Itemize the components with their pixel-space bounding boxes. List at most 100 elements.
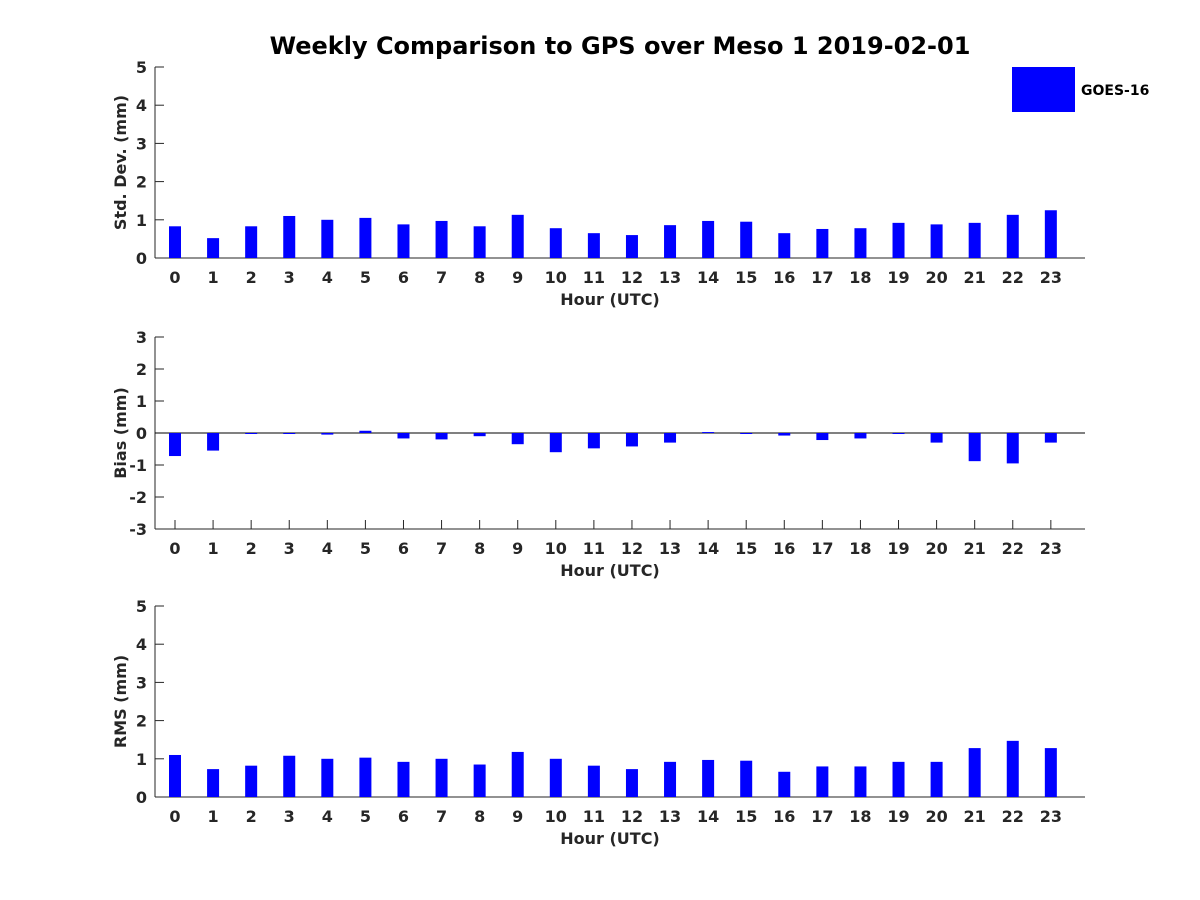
x-tick-label: 3 <box>284 268 295 287</box>
x-tick-label: 20 <box>925 268 947 287</box>
bar-hour-6 <box>397 224 410 258</box>
bar-hour-7 <box>435 433 448 440</box>
x-axis-label: Hour (UTC) <box>560 829 660 848</box>
bar-hour-3 <box>283 433 296 434</box>
x-tick-label: 6 <box>398 539 409 558</box>
x-tick-label: 5 <box>360 539 371 558</box>
legend-swatch <box>1012 67 1075 112</box>
bar-hour-19 <box>892 761 905 797</box>
x-tick-label: 9 <box>512 268 523 287</box>
x-tick-label: 21 <box>964 807 986 826</box>
y-tick-label: 5 <box>136 58 147 77</box>
bar-hour-1 <box>207 769 220 797</box>
x-tick-label: 18 <box>849 539 871 558</box>
bar-hour-16 <box>778 433 791 436</box>
bar-hour-5 <box>359 757 372 797</box>
y-tick-label: -1 <box>129 456 147 475</box>
x-tick-label: 3 <box>284 807 295 826</box>
x-tick-label: 17 <box>811 268 833 287</box>
x-tick-label: 9 <box>512 807 523 826</box>
y-tick-label: 1 <box>136 211 147 230</box>
x-tick-label: 17 <box>811 539 833 558</box>
y-tick-label: 4 <box>136 635 147 654</box>
bar-hour-5 <box>359 217 372 258</box>
bar-hour-7 <box>435 220 448 258</box>
bar-hour-2 <box>245 433 258 434</box>
bar-hour-14 <box>702 220 715 258</box>
x-tick-label: 8 <box>474 539 485 558</box>
bar-hour-1 <box>207 433 220 451</box>
bar-hour-16 <box>778 771 791 797</box>
bar-hour-7 <box>435 758 448 797</box>
y-tick-label: 2 <box>136 173 147 192</box>
bar-hour-3 <box>283 215 296 258</box>
x-tick-label: 14 <box>697 268 719 287</box>
x-tick-label: 12 <box>621 807 643 826</box>
x-tick-label: 5 <box>360 268 371 287</box>
bar-hour-21 <box>968 748 981 797</box>
x-tick-label: 5 <box>360 807 371 826</box>
bar-hour-19 <box>892 222 905 258</box>
x-tick-label: 21 <box>964 539 986 558</box>
bar-hour-22 <box>1006 433 1019 464</box>
x-tick-label: 10 <box>545 539 567 558</box>
x-tick-label: 2 <box>246 539 257 558</box>
y-tick-label: 0 <box>136 424 147 443</box>
bar-hour-13 <box>664 225 677 258</box>
x-tick-label: 4 <box>322 539 333 558</box>
x-tick-label: 20 <box>925 539 947 558</box>
x-tick-label: 21 <box>964 268 986 287</box>
bar-hour-20 <box>930 761 943 797</box>
x-tick-label: 19 <box>887 539 909 558</box>
bar-hour-21 <box>968 433 981 462</box>
y-tick-label: 2 <box>136 712 147 731</box>
y-tick-label: 3 <box>136 673 147 692</box>
x-tick-label: 1 <box>208 268 219 287</box>
x-tick-label: 3 <box>284 539 295 558</box>
y-tick-label: 3 <box>136 328 147 347</box>
x-tick-label: 10 <box>545 268 567 287</box>
x-tick-label: 7 <box>436 268 447 287</box>
y-axis-label: RMS (mm) <box>111 655 130 748</box>
x-tick-label: 2 <box>246 807 257 826</box>
x-tick-label: 13 <box>659 539 681 558</box>
legend-label: GOES-16 <box>1081 83 1149 99</box>
bar-hour-14 <box>702 759 715 797</box>
bar-hour-10 <box>549 228 562 258</box>
x-tick-label: 22 <box>1002 807 1024 826</box>
x-tick-label: 23 <box>1040 539 1062 558</box>
bar-hour-8 <box>473 433 486 437</box>
x-tick-label: 0 <box>169 539 180 558</box>
x-tick-label: 15 <box>735 807 757 826</box>
x-tick-label: 18 <box>849 807 871 826</box>
bar-hour-10 <box>549 433 562 453</box>
x-tick-label: 19 <box>887 268 909 287</box>
x-tick-label: 18 <box>849 268 871 287</box>
x-tick-label: 7 <box>436 539 447 558</box>
bar-hour-5 <box>359 430 372 433</box>
bar-hour-11 <box>587 233 600 258</box>
x-tick-label: 13 <box>659 807 681 826</box>
bar-hour-4 <box>321 433 334 435</box>
x-tick-label: 16 <box>773 807 795 826</box>
x-tick-label: 11 <box>583 268 605 287</box>
legend: GOES-16 <box>1012 67 1149 112</box>
x-tick-label: 22 <box>1002 539 1024 558</box>
bar-hour-0 <box>169 433 181 457</box>
bar-hour-23 <box>1044 748 1057 797</box>
x-tick-label: 17 <box>811 807 833 826</box>
bar-hour-9 <box>511 751 524 797</box>
y-tick-label: 1 <box>136 392 147 411</box>
x-tick-label: 15 <box>735 268 757 287</box>
x-tick-label: 23 <box>1040 807 1062 826</box>
bar-hour-13 <box>664 433 677 443</box>
bar-hour-12 <box>625 235 638 258</box>
bar-hour-17 <box>816 433 829 441</box>
bar-hour-18 <box>854 433 867 439</box>
x-tick-label: 4 <box>322 268 333 287</box>
x-tick-label: 11 <box>583 807 605 826</box>
y-tick-label: 4 <box>136 96 147 115</box>
y-tick-label: -2 <box>129 488 147 507</box>
bar-hour-17 <box>816 766 829 797</box>
